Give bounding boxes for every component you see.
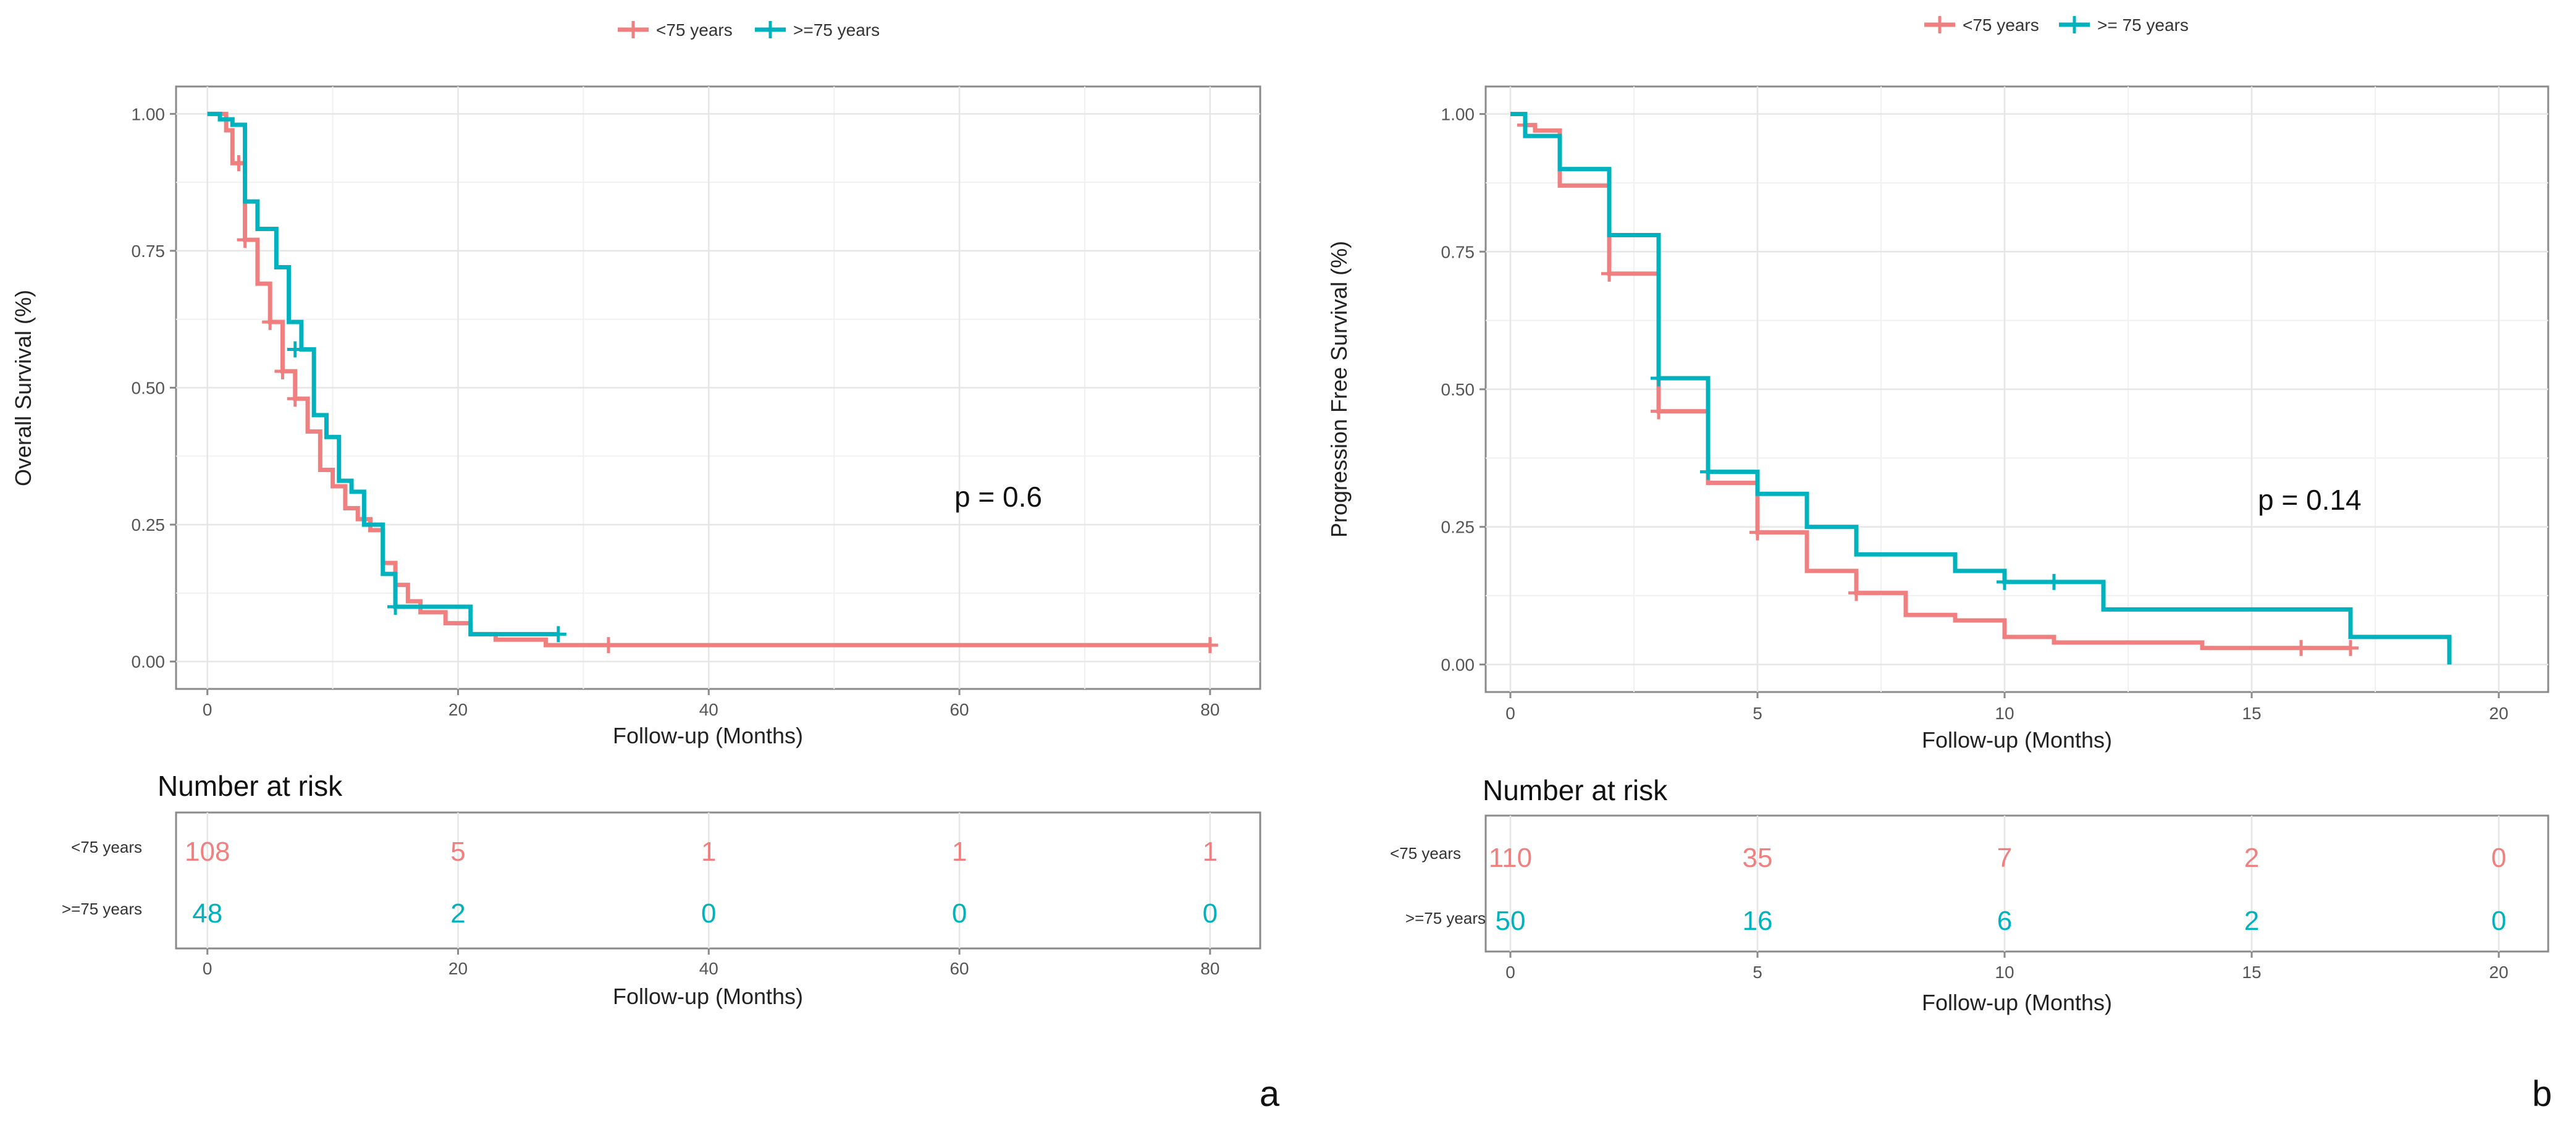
risk-x-ticks-a: 0 20 40 60 80 [203, 948, 1219, 978]
risk-count-ge75: 2 [450, 898, 465, 929]
risk-x-axis-label-a: Follow-up (Months) [613, 984, 803, 1009]
risk-x-tick-label: 20 [2489, 963, 2508, 982]
plot-area-b: 0.00 0.25 0.50 0.75 1.00 0 5 10 15 20 [1441, 85, 2549, 723]
km-curve-ge75 [1510, 112, 2452, 665]
risk-count-ge75: 48 [192, 898, 222, 929]
risk-count-ge75: 6 [1997, 906, 2012, 936]
risk-counts-b: 110 35 7 2 0 50 16 6 2 0 [1489, 843, 2506, 936]
x-ticks-b: 0 5 10 15 20 [1505, 692, 2509, 723]
risk-count-ge75: 0 [701, 898, 716, 929]
x-tick-label: 5 [1753, 704, 1762, 723]
x-tick-label: 0 [1505, 704, 1515, 723]
y-tick-label: 0.00 [132, 652, 166, 672]
risk-count-ge75: 0 [1203, 898, 1218, 929]
risk-count-ge75: 16 [1743, 906, 1773, 936]
x-tick-label: 60 [949, 700, 969, 719]
legend-a-label-ge75: >=75 years [793, 20, 880, 40]
risk-x-tick-label: 60 [949, 959, 969, 978]
risk-count-ge75: 50 [1496, 906, 1526, 936]
y-ticks-b: 0.00 0.25 0.50 0.75 1.00 [1441, 105, 1486, 674]
risk-count-lt75: 5 [450, 837, 465, 867]
pvalue-b: p = 0.14 [2258, 484, 2362, 516]
km-curve-ge75 [207, 111, 558, 636]
risk-x-tick-label: 0 [203, 959, 213, 978]
x-axis-label-b: Follow-up (Months) [1922, 727, 2112, 753]
km-curve-lt75 [1510, 112, 2351, 651]
y-tick-label: 1.00 [1441, 105, 1475, 124]
risk-group-a-lt75: <75 years [71, 838, 142, 856]
risk-count-lt75: 0 [2491, 843, 2506, 873]
legend-b-label-ge75: >= 75 years [2097, 15, 2189, 35]
risk-x-tick-label: 10 [1995, 963, 2014, 982]
risk-count-ge75: 2 [2244, 906, 2259, 936]
risk-group-b-lt75: <75 years [1390, 844, 1461, 863]
legend-a: <75 years >=75 years [618, 20, 880, 40]
risk-x-axis-label-b: Follow-up (Months) [1922, 990, 2112, 1015]
risk-title-b: Number at risk [1483, 774, 1668, 806]
risk-x-tick-label: 0 [1505, 963, 1515, 982]
risk-frame-a [175, 811, 1261, 950]
x-axis-label-a: Follow-up (Months) [613, 723, 803, 748]
x-tick-label: 80 [1200, 700, 1219, 719]
risk-count-lt75: 1 [952, 837, 967, 867]
risk-x-ticks-b: 0 5 10 15 20 [1505, 952, 2509, 982]
curves-a [207, 111, 1218, 654]
legend-b: <75 years >= 75 years [1924, 15, 2189, 35]
risk-x-tick-label: 15 [2242, 963, 2261, 982]
y-tick-label: 0.50 [132, 379, 166, 398]
risk-count-lt75: 7 [1997, 843, 2012, 873]
risk-count-lt75: 108 [185, 837, 230, 867]
risk-count-lt75: 1 [701, 837, 716, 867]
legend-a-label-lt75: <75 years [656, 20, 733, 40]
risk-grid-a [206, 813, 1211, 948]
x-ticks-a: 0 20 40 60 80 [203, 689, 1219, 719]
curves-b [1510, 112, 2452, 665]
y-tick-label: 0.75 [1441, 242, 1475, 261]
y-axis-label-a: Overall Survival (%) [11, 290, 36, 486]
x-tick-label: 10 [1995, 704, 2014, 723]
y-tick-label: 0.50 [1441, 380, 1475, 399]
panel-a: <75 years >=75 years 0.00 0.25 0.50 0.75 1.0… [11, 20, 1280, 1114]
y-tick-label: 0.00 [1441, 655, 1475, 674]
y-axis-label-b: Progression Free Survival (%) [1326, 241, 1352, 538]
risk-count-lt75: 35 [1743, 843, 1773, 873]
panel-label-a: a [1260, 1074, 1280, 1114]
y-ticks-a: 0.00 0.25 0.50 0.75 1.00 [132, 104, 176, 672]
plot-area-a: 0.00 0.25 0.50 0.75 1.00 0 20 40 60 80 [132, 85, 1261, 719]
risk-counts-a: 108 5 1 1 1 48 2 0 0 0 [185, 837, 1218, 929]
risk-frame-b [1484, 814, 2549, 953]
risk-count-lt75: 2 [2244, 843, 2259, 873]
y-tick-label: 0.25 [1441, 518, 1475, 537]
x-tick-label: 15 [2242, 704, 2261, 723]
risk-x-tick-label: 80 [1200, 959, 1219, 978]
y-tick-label: 1.00 [132, 104, 166, 124]
risk-count-lt75: 1 [1203, 837, 1218, 867]
risk-x-tick-label: 20 [448, 959, 468, 978]
risk-count-ge75: 0 [2491, 906, 2506, 936]
risk-title-a: Number at risk [158, 770, 343, 802]
x-tick-label: 0 [203, 700, 213, 719]
x-tick-label: 40 [699, 700, 718, 719]
x-tick-label: 20 [448, 700, 468, 719]
y-tick-label: 0.25 [132, 515, 166, 534]
panel-label-b: b [2532, 1074, 2552, 1114]
risk-group-b-ge75: >=75 years [1405, 909, 1486, 927]
risk-grid-b [1509, 816, 2500, 952]
legend-b-label-lt75: <75 years [1963, 15, 2039, 35]
risk-count-lt75: 110 [1489, 843, 1532, 873]
grid-b [1486, 87, 2548, 692]
grid-a [176, 87, 1260, 689]
panel-b: <75 years >= 75 years 0.00 0.25 0.50 0.75 1.… [1326, 15, 2552, 1114]
risk-group-a-ge75: >=75 years [62, 900, 142, 918]
x-tick-label: 20 [2489, 704, 2508, 723]
risk-x-tick-label: 40 [699, 959, 718, 978]
risk-x-tick-label: 5 [1753, 963, 1762, 982]
y-tick-label: 0.75 [132, 242, 166, 261]
risk-count-ge75: 0 [952, 898, 967, 929]
pvalue-a: p = 0.6 [954, 481, 1042, 513]
